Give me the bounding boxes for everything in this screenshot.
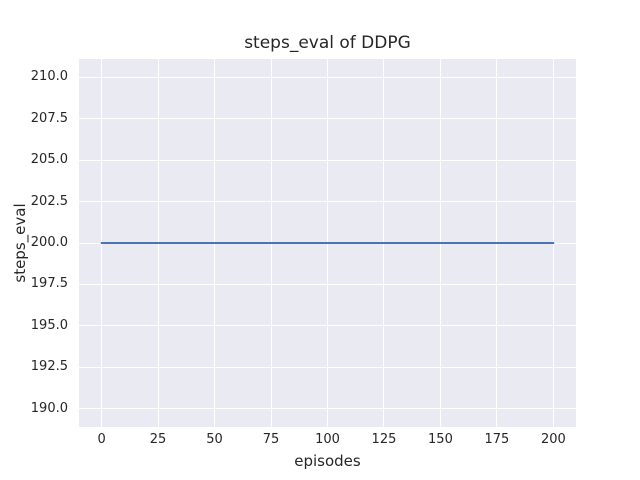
x-tick-label: 125	[371, 432, 397, 447]
y-gridline	[79, 325, 576, 327]
y-gridline	[79, 408, 576, 410]
x-tick-label: 150	[428, 432, 453, 447]
y-gridline	[79, 283, 576, 285]
y-tick-label: 195.0	[30, 317, 68, 333]
y-tick-label: 197.5	[30, 276, 68, 292]
x-tick-label: 50	[206, 432, 223, 447]
y-tick-label: 207.5	[30, 110, 68, 126]
x-tick-label: 200	[540, 432, 566, 447]
y-tick-label: 202.5	[30, 193, 68, 209]
chart-title: steps_eval of DDPG	[244, 33, 411, 53]
y-gridline	[79, 366, 576, 368]
plot-area	[79, 59, 576, 427]
x-tick-label: 100	[315, 432, 340, 447]
x-tick-label: 175	[484, 432, 510, 447]
series-line-svg	[100, 242, 555, 244]
y-tick-label: 192.5	[30, 359, 68, 375]
y-gridline	[79, 118, 576, 120]
y-gridline	[79, 201, 576, 203]
x-tick-label: 25	[149, 432, 167, 447]
y-tick-label: 190.0	[30, 400, 68, 416]
y-tick-label: 205.0	[30, 152, 68, 168]
y-gridline	[79, 76, 576, 78]
y-tick-label: 200.0	[30, 235, 68, 250]
x-tick-label: 0	[97, 432, 106, 447]
y-tick-label: 210.0	[30, 69, 68, 85]
y-gridline	[79, 159, 576, 161]
x-tick-label: 75	[262, 432, 280, 447]
x-axis-label: episodes	[294, 452, 361, 470]
